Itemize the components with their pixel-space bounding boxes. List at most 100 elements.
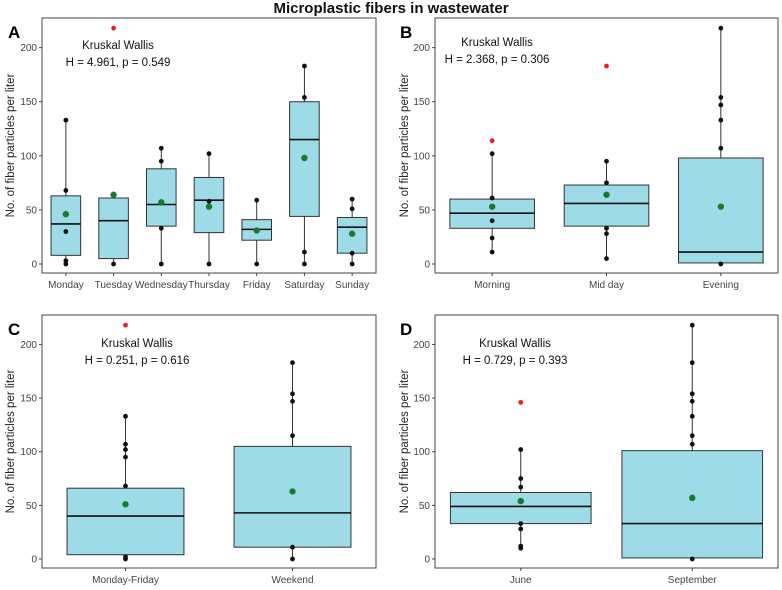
panel-c-data-point-monday-friday — [123, 554, 128, 560]
panel-d-mean-june — [517, 497, 524, 505]
panel-a-data-point-friday — [254, 197, 260, 203]
panel-b-x-tick-label: Evening — [703, 280, 739, 291]
panel-c-y-axis-label: No. of fiber particles per liter — [5, 369, 17, 513]
panel-a-data-point-sunday — [349, 206, 355, 212]
panel-a-data-point-monday — [63, 117, 69, 123]
panel-d-data-point-september — [689, 322, 695, 328]
panel-a-data-point-tuesday — [111, 261, 116, 267]
panel-d-data-point-september — [689, 433, 695, 439]
panel-a-y-axis-label: No. of fiber particles per liter — [5, 73, 17, 217]
panel-d-box-september — [621, 450, 764, 559]
panel-d-data-point-september — [689, 398, 695, 404]
panel-c-x-tick-label: Monday-Friday — [92, 575, 159, 586]
panel-c-data-point-monday-friday — [123, 413, 128, 419]
panel-b-data-point-evening — [718, 145, 724, 151]
panel-b-y-tick-label: 0 — [424, 260, 430, 271]
panel-b-y-tick-label: 150 — [413, 97, 430, 108]
panel-b-annotation-stats: H = 2.368, p = 0.306 — [445, 54, 550, 66]
panel-b-outlier-mid-day — [604, 63, 609, 69]
panel-b-data-point-evening — [718, 25, 724, 31]
panel-c-data-point-monday-friday — [123, 441, 128, 447]
chart-title: Microplastic fibers in wastewater — [273, 0, 509, 17]
panel-a-data-point-monday — [63, 258, 69, 264]
panel-c-mean-weekend — [289, 488, 296, 495]
panel-d-data-point-june — [518, 543, 524, 549]
panel-a-y-tick-label: 50 — [26, 205, 38, 216]
panel-c-outlier-monday-friday — [123, 322, 128, 328]
panel-c-data-point-monday-friday — [123, 454, 128, 460]
panel-b-data-point-evening — [718, 261, 724, 267]
panel-a-data-point-wednesday — [158, 145, 164, 151]
panel-a-mean-sunday — [348, 230, 356, 237]
panel-b-data-point-mid-day — [604, 158, 609, 164]
panel-b-data-point-mid-day — [604, 180, 609, 186]
panel-a-mean-tuesday — [110, 191, 117, 198]
panel-b-data-point-morning — [489, 218, 495, 224]
panel-d-y-tick-label: 150 — [413, 394, 430, 405]
panel-c-data-point-weekend — [290, 433, 295, 439]
panel-d-data-point-june — [518, 526, 524, 532]
panel-c-y-tick-label: 150 — [20, 394, 37, 405]
panel-a-data-point-monday — [63, 188, 69, 193]
panel-d-label: D — [400, 320, 412, 339]
panel-a-x-tick-label: Tuesday — [95, 280, 133, 291]
panel-b-data-point-mid-day — [604, 256, 609, 261]
panel-d-x-tick-label: September — [668, 575, 718, 586]
panel-a-data-point-thursday — [206, 261, 212, 267]
panel-d-data-point-september — [689, 556, 695, 562]
panel-c-mean-monday-friday — [122, 501, 129, 508]
panel-d-box-june — [449, 491, 592, 525]
panel-c-box-monday-friday — [66, 487, 185, 556]
panel-a-data-point-wednesday — [158, 158, 164, 164]
panel-a-x-tick-label: Monday — [48, 280, 84, 291]
panel-c-data-point-monday-friday — [123, 483, 128, 489]
panel-a-annotation-stats: H = 4.961, p = 0.549 — [66, 57, 171, 69]
panel-b-data-point-evening — [718, 117, 724, 123]
panel-a-data-point-sunday — [349, 261, 355, 267]
panel-a-x-tick-label: Wednesday — [135, 280, 188, 291]
panel-c-data-point-weekend — [290, 398, 295, 404]
panel-c-data-point-monday-friday — [123, 447, 128, 452]
panel-b-data-point-morning — [489, 151, 495, 157]
panel-a-data-point-saturday — [302, 63, 307, 69]
panel-b-data-point-mid-day — [604, 231, 609, 237]
panel-d-data-point-june — [518, 447, 524, 452]
panel-b-mean-evening — [717, 203, 725, 210]
panel-a-data-point-saturday — [302, 95, 307, 100]
panel-b-y-tick-label: 200 — [413, 43, 430, 54]
panel-b-annotation-title: Kruskal Wallis — [461, 37, 533, 49]
panel-a-y-tick-label: 150 — [20, 97, 37, 108]
panel-b-mean-mid-day — [603, 191, 610, 198]
panel-c-box-weekend — [233, 445, 352, 548]
panel-b-data-point-evening — [718, 95, 724, 100]
panel-d-annotation-title: Kruskal Wallis — [479, 338, 551, 350]
panel-a-data-point-friday — [254, 261, 260, 267]
panel-a-label: A — [8, 23, 20, 42]
panel-a-mean-friday — [253, 227, 260, 234]
panel-c-data-point-weekend — [290, 556, 295, 562]
panel-a-x-tick-label: Friday — [243, 280, 271, 291]
panel-c-y-tick-label: 50 — [26, 501, 38, 512]
panel-d-outlier-june — [518, 399, 524, 405]
panel-d-annotation-stats: H = 0.729, p = 0.393 — [463, 355, 568, 367]
panel-a-mean-wednesday — [158, 199, 165, 206]
panel-b-data-point-morning — [489, 249, 495, 255]
panel-d-mean-september — [689, 494, 696, 502]
panel-b-data-point-evening — [718, 102, 724, 108]
panel-a-data-point-saturday — [302, 261, 307, 267]
panel-b-x-tick-label: Morning — [474, 280, 510, 291]
panel-a-annotation-title: Kruskal Wallis — [82, 40, 154, 52]
panel-d-y-axis-label: No. of fiber particles per liter — [399, 369, 411, 513]
panel-d-data-point-june — [518, 484, 524, 490]
panel-d-data-point-september — [689, 413, 695, 419]
panel-d-data-point-june — [518, 521, 524, 526]
panel-c-annotation-stats: H = 0.251, p = 0.616 — [85, 355, 190, 367]
panel-b-y-tick-label: 50 — [419, 205, 431, 216]
panel-c-y-tick-label: 0 — [31, 555, 37, 566]
panel-d-data-point-september — [689, 441, 695, 447]
panel-c-data-point-weekend — [290, 544, 295, 550]
panel-a-x-tick-label: Saturday — [284, 280, 324, 291]
panel-b-data-point-mid-day — [604, 225, 609, 231]
panel-c-label: C — [8, 320, 20, 339]
